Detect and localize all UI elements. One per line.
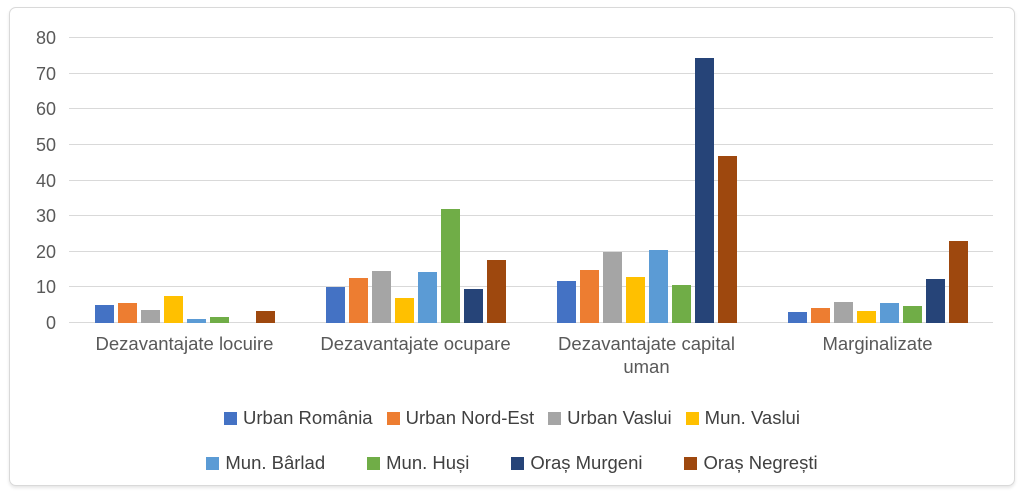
bar <box>371 271 391 323</box>
legend-label: Urban România <box>243 407 373 428</box>
bar <box>117 303 137 323</box>
bar <box>486 259 506 323</box>
y-tick-label: 50 <box>35 134 56 155</box>
y-axis-tick-labels: 0 10 20 30 40 50 60 70 80 <box>18 29 56 332</box>
bar <box>348 278 368 323</box>
gridline <box>69 37 993 38</box>
legend-swatch-icon <box>684 456 698 470</box>
legend-row-1: Urban România Urban Nord-Est Urban Vaslui M… <box>10 407 1014 429</box>
category-group <box>69 38 300 323</box>
category-group <box>762 38 993 323</box>
y-tick-label: 70 <box>35 63 56 84</box>
category-group <box>300 38 531 323</box>
gridline <box>69 108 993 110</box>
bar <box>255 310 275 323</box>
legend-label: Mun. Bârlad <box>225 452 326 473</box>
bar <box>209 317 229 323</box>
category-group <box>531 38 762 323</box>
y-tick-label: 20 <box>35 241 56 262</box>
bar <box>787 311 807 323</box>
gridline <box>69 143 993 145</box>
y-tick-label: 80 <box>35 28 56 48</box>
bar <box>948 241 968 323</box>
legend-item: Urban Nord-Est <box>386 407 535 429</box>
y-tick-label: 30 <box>35 206 56 227</box>
bar <box>463 289 483 323</box>
gridline <box>69 322 993 323</box>
gridline <box>69 286 993 288</box>
bar <box>856 310 876 323</box>
bar <box>556 280 576 323</box>
bar <box>394 298 414 323</box>
legend-label: Mun. Vaslui <box>704 407 800 428</box>
gridline <box>69 72 993 74</box>
gridline <box>69 179 993 181</box>
chart-frame: 0 10 20 30 40 50 60 70 80 Dezavantajate locuire D… <box>9 7 1015 486</box>
bar <box>325 287 345 323</box>
legend-label: Urban Nord-Est <box>405 407 535 428</box>
legend-swatch-icon <box>511 456 525 470</box>
legend-item: Mun. Vaslui <box>685 407 800 429</box>
legend-item: Urban Vaslui <box>548 407 672 429</box>
legend-item: Oraș Negrești <box>684 452 818 474</box>
bar <box>833 301 853 323</box>
x-category-label: Dezavantajate capital uman <box>558 333 735 378</box>
bar <box>671 284 691 323</box>
bar <box>625 277 645 323</box>
legend-item: Urban România <box>224 407 373 429</box>
legend-swatch-icon <box>548 411 562 425</box>
bar <box>602 252 622 323</box>
bar <box>440 209 460 323</box>
legend-label: Urban Vaslui <box>567 407 672 428</box>
bar <box>163 296 183 323</box>
plot-area <box>69 37 993 323</box>
gridline <box>69 250 993 252</box>
x-axis-category-labels: Dezavantajate locuire Dezavantajate ocupa… <box>69 332 993 378</box>
gridline <box>69 215 993 217</box>
legend-swatch-icon <box>367 456 381 470</box>
legend-item: Mun. Huși <box>367 452 469 474</box>
legend-item: Oraș Murgeni <box>511 452 642 474</box>
y-tick-label: 0 <box>45 313 56 333</box>
bar <box>579 269 599 323</box>
legend-label: Oraș Negrești <box>703 452 818 473</box>
legend-row-2: Mun. Bârlad Mun. Huși Oraș Murgeni Oraș Neg… <box>10 452 1014 474</box>
x-category-label: Dezavantajate locuire <box>95 333 274 354</box>
legend-label: Oraș Murgeni <box>530 452 643 473</box>
bar <box>140 309 160 323</box>
bar <box>810 307 830 323</box>
y-tick-label: 60 <box>35 99 56 120</box>
bar <box>186 318 206 323</box>
legend-swatch-icon <box>386 411 400 425</box>
x-category-label: Dezavantajate ocupare <box>320 333 511 354</box>
y-tick-label: 10 <box>35 277 56 298</box>
bar <box>902 306 922 323</box>
bar <box>925 279 945 323</box>
y-tick-label: 40 <box>35 170 56 191</box>
legend-swatch-icon <box>685 411 699 425</box>
legend-swatch-icon <box>224 411 238 425</box>
bar <box>648 249 668 323</box>
bar <box>417 272 437 323</box>
bar <box>694 57 714 323</box>
bar <box>94 304 114 323</box>
legend-swatch-icon <box>206 456 220 470</box>
bars-layer <box>69 38 993 323</box>
x-category-label: Marginalizate <box>822 333 933 354</box>
bar <box>879 303 899 323</box>
legend-item: Mun. Bârlad <box>206 452 325 474</box>
legend-label: Mun. Huși <box>386 452 470 473</box>
bar <box>717 156 737 323</box>
